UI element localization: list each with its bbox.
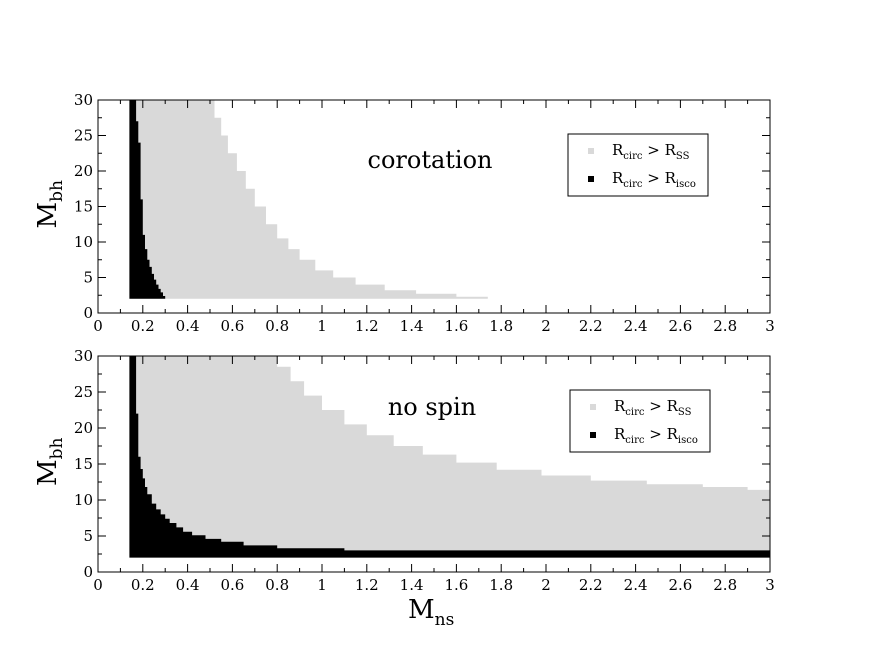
x-tick-label: 0	[93, 317, 103, 335]
x-tick-label: 0.6	[220, 576, 244, 594]
legend-gt-r: > R	[644, 425, 678, 443]
legend-swatch	[590, 432, 596, 438]
x-tick-label: 0	[93, 576, 103, 594]
x-tick-label: 1.2	[355, 317, 379, 335]
y-axis-title-sub: bh	[47, 437, 67, 459]
y-tick-label: 10	[74, 491, 93, 509]
x-tick-label: 2.6	[668, 317, 692, 335]
chart-panel-2: 0 0.2 0.4 0.6 0.8 1 1.2 1.4 1.6 1.8 2 2.2 2.4 2.6 2.8 3…	[33, 347, 775, 630]
x-axis-title: Mns	[408, 595, 454, 630]
x-tick-label: 2.8	[713, 317, 737, 335]
y-axis-title-sub: bh	[47, 180, 67, 202]
legend-gt-r: > R	[642, 141, 676, 159]
legend-swatch	[588, 176, 594, 182]
legend-label: Rcirc > Risco	[612, 169, 696, 190]
legend-swatch	[590, 404, 596, 410]
x-tick-label: 0.8	[265, 576, 289, 594]
x-tick-label: 3	[765, 317, 775, 335]
x-tick-label: 1.8	[489, 317, 513, 335]
x-tick-label: 2.2	[579, 576, 603, 594]
x-tick-label: 0.8	[265, 317, 289, 335]
panel-annotation: corotation	[368, 146, 493, 174]
x-axis-title-sub: ns	[435, 610, 455, 630]
y-tick-label: 0	[83, 563, 93, 581]
x-tick-label: 1.2	[355, 576, 379, 594]
series-region-rcirc-gt-risco	[129, 356, 770, 558]
x-tick-label: 0.2	[131, 317, 155, 335]
x-tick-label: 2	[541, 317, 551, 335]
legend-r: R	[614, 425, 626, 443]
y-axis-title: Mbh	[33, 437, 67, 486]
chart-panel-1: 0 0.2 0.4 0.6 0.8 1 1.2 1.4 1.6 1.8 2 2.2 2.4 2.6 2.8 3…	[33, 91, 775, 335]
x-tick-label: 0.6	[220, 317, 244, 335]
legend-swatch	[588, 148, 594, 154]
y-tick-label: 15	[74, 198, 93, 216]
x-tick-label: 1	[317, 576, 327, 594]
x-tick-label: 2.6	[668, 576, 692, 594]
legend-gt-r: > R	[642, 169, 676, 187]
legend-box	[569, 389, 711, 453]
legend-sub-circ: circ	[623, 151, 643, 162]
x-tick-label: 2.4	[624, 576, 648, 594]
x-tick-label: 1.8	[489, 576, 513, 594]
y-tick-label: 20	[74, 162, 93, 180]
y-axis-title: Mbh	[33, 180, 67, 229]
legend-r: R	[614, 397, 626, 415]
legend-sub-radius: isco	[676, 179, 696, 190]
y-tick-label: 30	[74, 347, 93, 365]
legend-sub-circ: circ	[625, 407, 645, 418]
legend-box	[567, 133, 709, 197]
y-tick-label: 10	[74, 233, 93, 251]
x-axis-title-main: M	[408, 595, 435, 625]
y-tick-label: 15	[74, 455, 93, 473]
y-tick-label: 5	[83, 269, 93, 287]
series-region-rcirc-gt-rss	[129, 356, 770, 558]
x-tick-label: 2.8	[713, 576, 737, 594]
x-tick-label: 1.4	[400, 317, 424, 335]
legend-gt-r: > R	[644, 397, 678, 415]
legend-sub-radius: SS	[676, 151, 690, 162]
legend-label: Rcirc > Risco	[614, 425, 698, 446]
y-axis-title-main: M	[33, 202, 63, 229]
legend-label: Rcirc > RSS	[612, 141, 690, 162]
x-tick-label: 3	[765, 576, 775, 594]
y-tick-label: 0	[83, 304, 93, 322]
legend-r: R	[612, 141, 624, 159]
legend-label: Rcirc > RSS	[614, 397, 692, 418]
legend-r: R	[612, 169, 624, 187]
series-region-rcirc-gt-rss	[129, 100, 488, 299]
x-tick-label: 2.2	[579, 317, 603, 335]
y-tick-label: 25	[74, 383, 93, 401]
x-tick-label: 1.6	[444, 576, 468, 594]
x-tick-label: 0.4	[176, 576, 200, 594]
x-tick-label: 1.4	[400, 576, 424, 594]
x-tick-label: 1	[317, 317, 327, 335]
legend-sub-circ: circ	[623, 179, 643, 190]
legend-sub-radius: SS	[678, 407, 692, 418]
y-tick-label: 20	[74, 419, 93, 437]
legend-sub-circ: circ	[625, 435, 645, 446]
y-axis-title-main: M	[33, 459, 63, 486]
legend-sub-radius: isco	[678, 435, 698, 446]
x-tick-label: 0.2	[131, 576, 155, 594]
x-tick-label: 2	[541, 576, 551, 594]
series-region-rcirc-gt-risco	[129, 100, 166, 299]
panel-annotation: no spin	[388, 393, 476, 421]
x-tick-label: 1.6	[444, 317, 468, 335]
x-tick-label: 2.4	[624, 317, 648, 335]
x-tick-label: 0.4	[176, 317, 200, 335]
y-tick-label: 30	[74, 91, 93, 109]
y-tick-label: 5	[83, 527, 93, 545]
y-tick-label: 25	[74, 127, 93, 145]
